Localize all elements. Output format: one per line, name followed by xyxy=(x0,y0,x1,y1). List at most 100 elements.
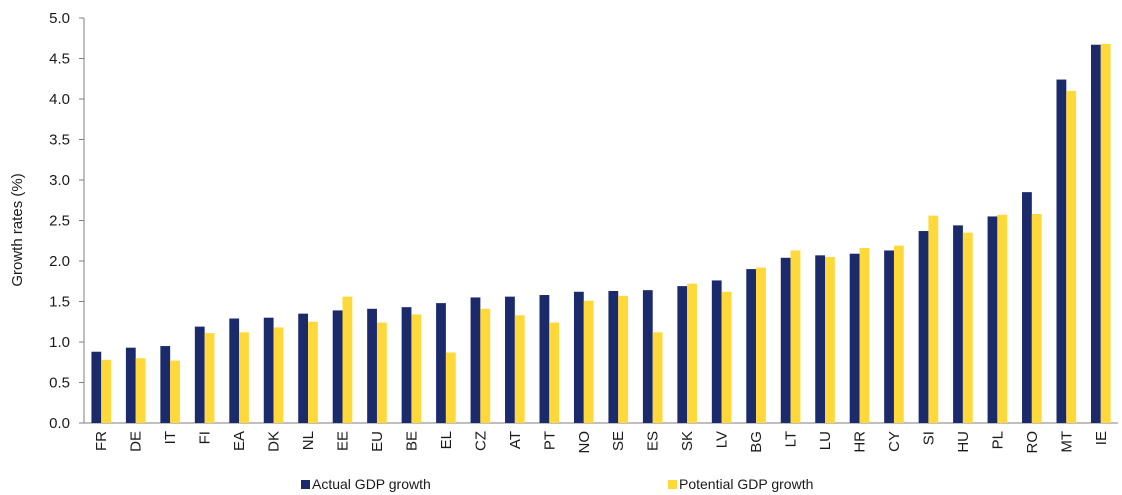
bar-actual-gdp-growth xyxy=(987,216,998,423)
bar-actual-gdp-growth xyxy=(470,297,481,423)
bar-potential-gdp-growth xyxy=(273,327,284,423)
bar-actual-gdp-growth xyxy=(194,326,205,423)
bar-potential-gdp-growth xyxy=(170,360,180,423)
bar-potential-gdp-growth xyxy=(411,314,422,423)
x-tick-label: SI xyxy=(920,431,937,445)
bar-actual-gdp-growth xyxy=(884,250,894,423)
x-tick-label: SK xyxy=(679,431,696,451)
bar-actual-gdp-growth xyxy=(573,291,584,423)
x-tick-label: SE xyxy=(610,431,627,451)
bar-actual-gdp-growth xyxy=(642,290,653,423)
y-tick-label: 4.0 xyxy=(49,91,70,108)
y-tick-label: 0.0 xyxy=(49,415,70,432)
bar-actual-gdp-growth xyxy=(780,257,791,423)
x-tick-label: RO xyxy=(1024,431,1041,454)
y-tick-label: 1.0 xyxy=(49,334,70,351)
bar-actual-gdp-growth xyxy=(229,318,240,423)
bar-actual-gdp-growth xyxy=(815,255,826,423)
bar-potential-gdp-growth xyxy=(204,333,215,423)
bar-potential-gdp-growth xyxy=(1100,43,1111,424)
y-tick-label: 2.0 xyxy=(49,253,70,270)
bars xyxy=(91,43,1111,424)
bar-potential-gdp-growth xyxy=(376,322,387,423)
bar-actual-gdp-growth xyxy=(91,351,102,423)
bar-actual-gdp-growth xyxy=(298,313,309,423)
bar-potential-gdp-growth xyxy=(790,250,801,423)
legend-label-actual: Actual GDP growth xyxy=(312,476,431,492)
bar-potential-gdp-growth xyxy=(445,352,456,423)
bar-actual-gdp-growth xyxy=(677,286,688,423)
x-tick-label: HU xyxy=(955,431,972,453)
y-tick-label: 3.5 xyxy=(49,132,70,149)
bar-potential-gdp-growth xyxy=(101,359,112,423)
bar-potential-gdp-growth xyxy=(135,358,146,423)
x-tick-label: EU xyxy=(369,431,386,452)
y-tick-label: 0.5 xyxy=(49,375,70,392)
bar-actual-gdp-growth xyxy=(953,225,963,423)
x-tick-label: PT xyxy=(541,431,558,450)
x-tick-label: NO xyxy=(576,431,593,454)
bar-potential-gdp-growth xyxy=(308,321,318,423)
bar-potential-gdp-growth xyxy=(652,332,663,423)
x-tick-label: BE xyxy=(403,431,420,451)
x-tick-label: AT xyxy=(507,431,524,449)
bar-actual-gdp-growth xyxy=(539,295,550,423)
y-tick-label: 5.0 xyxy=(49,10,70,27)
bar-potential-gdp-growth xyxy=(618,295,629,423)
bar-actual-gdp-growth xyxy=(918,231,929,423)
x-tick-label: DE xyxy=(128,431,145,452)
x-tick-label: LU xyxy=(817,431,834,450)
legend-swatch-actual xyxy=(301,480,310,489)
x-tick-label: NL xyxy=(300,431,317,450)
bar-potential-gdp-growth xyxy=(997,214,1008,423)
x-tick-label: CY xyxy=(886,431,903,452)
bar-potential-gdp-growth xyxy=(825,256,835,423)
bar-actual-gdp-growth xyxy=(125,347,136,423)
bar-potential-gdp-growth xyxy=(928,215,939,423)
y-axis: 0.0 0.5 1.0 1.5 2.0 2.5 3.0 3.5 4.0 4.5 5.0 xyxy=(49,10,85,432)
y-tick-label: 1.5 xyxy=(49,294,70,311)
bar-actual-gdp-growth xyxy=(160,346,171,423)
x-tick-label: ES xyxy=(645,431,662,451)
bar-actual-gdp-growth xyxy=(849,253,860,423)
bar-potential-gdp-growth xyxy=(514,315,525,423)
bar-potential-gdp-growth xyxy=(239,332,249,423)
x-tick-label: PL xyxy=(989,431,1006,449)
legend-label-potential: Potential GDP growth xyxy=(679,476,813,492)
y-tick-label: 4.5 xyxy=(49,51,70,68)
bar-potential-gdp-growth xyxy=(756,267,766,423)
legend: Actual GDP growth Potential GDP growth xyxy=(301,476,813,492)
bar-potential-gdp-growth xyxy=(549,322,560,423)
bar-potential-gdp-growth xyxy=(583,300,594,423)
x-tick-label: EL xyxy=(438,431,455,449)
bar-potential-gdp-growth xyxy=(893,245,904,423)
legend-swatch-potential xyxy=(668,480,677,489)
bar-potential-gdp-growth xyxy=(962,232,973,423)
x-tick-label: FI xyxy=(197,431,214,444)
x-tick-label: EA xyxy=(231,431,248,451)
bar-actual-gdp-growth xyxy=(332,310,343,423)
bar-potential-gdp-growth xyxy=(721,291,732,423)
y-axis-label: Growth rates (%) xyxy=(9,173,26,286)
x-tick-label: EE xyxy=(335,431,352,451)
y-tick-label: 3.0 xyxy=(49,172,70,189)
x-tick-label: CZ xyxy=(472,431,489,451)
x-tick-label: LV xyxy=(714,431,731,448)
bar-actual-gdp-growth xyxy=(746,269,757,423)
x-axis: FR DE IT FI EA DK NL EE EU BE EL CZ AT PT NO SE ES SK LV BG… xyxy=(84,422,1118,454)
bar-actual-gdp-growth xyxy=(608,290,619,423)
bar-potential-gdp-growth xyxy=(859,248,870,423)
x-tick-label: FR xyxy=(93,431,110,451)
bar-potential-gdp-growth xyxy=(1066,90,1077,424)
bar-potential-gdp-growth xyxy=(1031,214,1042,423)
x-tick-label: BG xyxy=(748,431,765,453)
bar-actual-gdp-growth xyxy=(436,303,446,423)
bar-actual-gdp-growth xyxy=(1022,192,1032,423)
bar-actual-gdp-growth xyxy=(367,308,377,423)
y-tick-label: 2.5 xyxy=(49,213,70,230)
x-tick-label: IE xyxy=(1093,431,1110,445)
bar-actual-gdp-growth xyxy=(1056,79,1067,423)
bar-potential-gdp-growth xyxy=(480,308,491,423)
x-tick-label: LT xyxy=(783,431,800,447)
